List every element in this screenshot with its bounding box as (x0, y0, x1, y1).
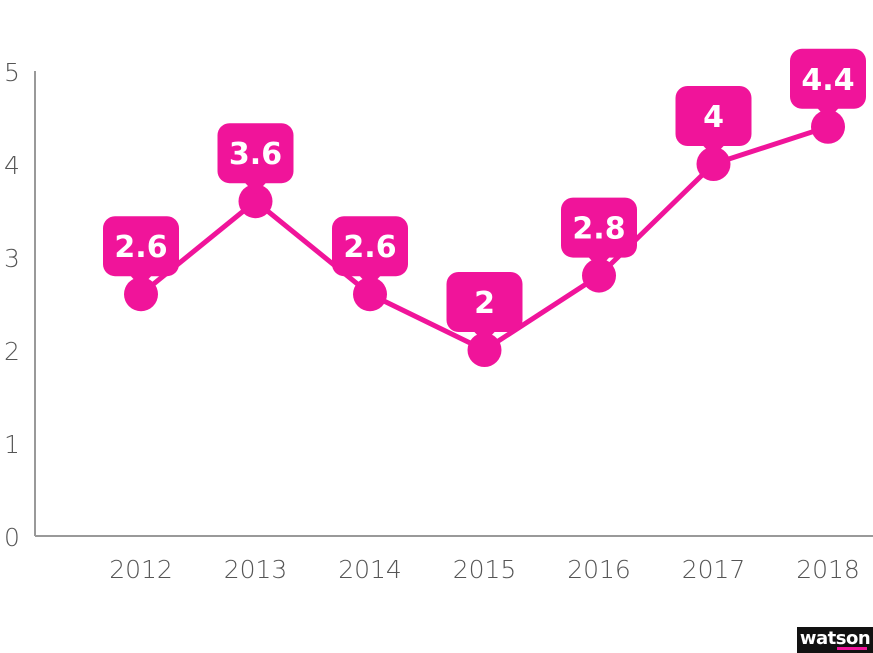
callout-pointer (473, 331, 496, 343)
data-label-callout: 2.6 (332, 216, 408, 288)
data-point (353, 277, 387, 312)
watson-logo: watson (797, 627, 873, 653)
x-tick-label: 2013 (224, 555, 288, 584)
y-tick-label: 0 (4, 523, 20, 552)
callout-box (217, 123, 294, 184)
data-points (124, 109, 845, 367)
callout-box (332, 216, 408, 277)
callout-pointer (702, 145, 725, 157)
data-label: 2.6 (114, 230, 167, 265)
callout-box (561, 197, 637, 258)
callout-pointer (817, 107, 839, 120)
data-label-callout: 4.4 (790, 48, 866, 120)
x-tick-label: 2014 (338, 555, 402, 584)
data-label-callout: 4 (675, 86, 752, 157)
callout-box (790, 48, 866, 109)
data-label-callout: 2.8 (561, 197, 637, 269)
x-axis: 2012 2013 2014 2015 2016 2017 2018 (35, 535, 873, 584)
data-point (467, 333, 502, 367)
data-point (811, 109, 845, 144)
callout-box (675, 86, 752, 146)
data-label: 2 (474, 286, 495, 321)
callout-box (446, 272, 523, 332)
x-tick-label: 2012 (109, 555, 173, 584)
data-label-callout: 2 (446, 272, 523, 343)
callout-box (103, 216, 179, 277)
y-tick-label: 4 (4, 151, 20, 180)
callout-pointer (588, 256, 610, 269)
x-tick-label: 2018 (796, 555, 860, 584)
callout-pointer (130, 275, 152, 288)
data-label-callout: 3.6 (217, 123, 294, 195)
callout-pointer (359, 275, 381, 288)
data-labels: 2.6 3.6 2.6 2 2.8 4 4.4 (103, 48, 866, 343)
data-label: 4.4 (801, 63, 854, 98)
y-axis: 0 1 2 3 4 5 (4, 58, 36, 552)
data-point (696, 147, 731, 181)
data-label: 4 (703, 100, 724, 135)
y-tick-label: 1 (4, 430, 20, 459)
x-tick-label: 2015 (453, 555, 517, 584)
data-point (238, 184, 273, 219)
x-tick-label: 2017 (682, 555, 746, 584)
data-label: 3.6 (229, 137, 282, 172)
data-label: 2.6 (343, 230, 396, 265)
data-point (124, 277, 158, 312)
data-label-callout: 2.6 (103, 216, 179, 288)
x-tick-label: 2016 (567, 555, 631, 584)
data-point (582, 258, 616, 293)
y-tick-label: 2 (4, 337, 20, 366)
callout-pointer (244, 182, 267, 195)
y-tick-label: 3 (4, 244, 20, 273)
y-tick-label: 5 (4, 58, 20, 87)
data-label: 2.8 (572, 212, 625, 247)
